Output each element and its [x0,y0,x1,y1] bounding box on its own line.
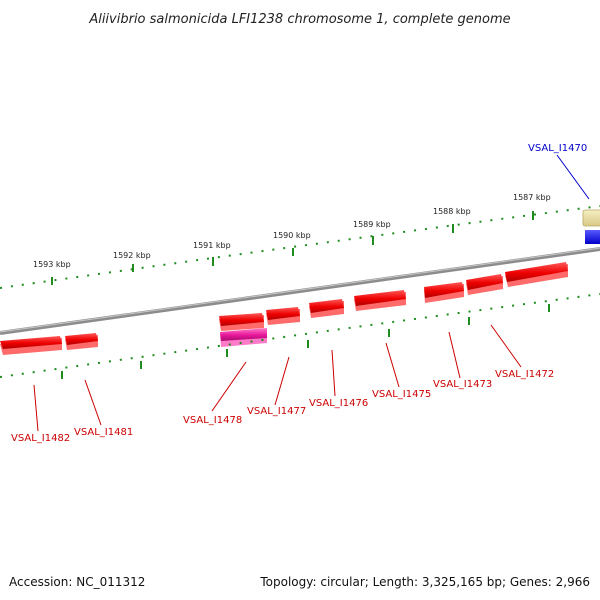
genome-backbone-highlight [0,247,600,333]
pointer-vsal-i1476 [331,349,336,397]
map-title: Aliivibrio salmonicida LFI1238 chromosom… [88,12,510,27]
tick-label-1590: 1590 kbp [273,231,311,240]
gene-vsal-i1479[interactable] [219,313,264,331]
pointer-vsal-i1470 [556,154,590,200]
outer-tick-ring: 1593 kbp 1592 kbp 1591 kbp 1590 kbp 1589… [0,193,600,289]
pointer-vsal-i1472 [490,324,522,368]
genome-backbone [0,247,600,335]
gene-pale-feature[interactable] [582,209,600,227]
label-vsal-i1472[interactable]: VSAL_I1472 [495,369,554,380]
accession-text: Accession: NC_011312 [9,575,145,589]
pointer-vsal-i1482 [33,384,39,432]
gene-vsal-i1478[interactable] [220,328,267,347]
genome-summary-text: Topology: circular; Length: 3,325,165 bp… [259,575,590,589]
reverse-strand-genes [0,262,568,355]
gene-vsal-i1475[interactable] [354,290,406,311]
label-vsal-i1475[interactable]: VSAL_I1475 [372,389,431,400]
gene-vsal-i1473[interactable] [466,274,503,295]
gene-vsal-i1477[interactable] [266,307,300,325]
label-vsal-i1482[interactable]: VSAL_I1482 [11,433,70,444]
gene-vsal-i1470[interactable] [585,230,600,244]
tick-label-1592: 1592 kbp [113,251,151,260]
pointer-vsal-i1477 [274,356,290,406]
tick-label-1591: 1591 kbp [193,241,231,250]
gene-labels: VSAL_I1482 VSAL_I1481 VSAL_I1478 VSAL_I1… [11,369,554,444]
tick-label-1587: 1587 kbp [513,193,551,202]
gene-vsal-i1472[interactable] [505,262,568,287]
gene-pointer-lines [33,324,522,432]
pointer-vsal-i1473 [448,331,461,379]
label-vsal-i1478[interactable]: VSAL_I1478 [183,415,242,426]
tick-label-1588: 1588 kbp [433,207,471,216]
label-vsal-i1473[interactable]: VSAL_I1473 [433,379,492,390]
gene-vsal-i1474[interactable] [424,282,464,303]
label-vsal-i1481[interactable]: VSAL_I1481 [74,427,133,438]
pointer-vsal-i1475 [385,342,400,388]
tick-label-1589: 1589 kbp [353,220,391,229]
pointer-vsal-i1478 [211,361,247,412]
tick-label-1593: 1593 kbp [33,260,71,269]
pointer-vsal-i1481 [84,379,102,426]
gene-vsal-i1481[interactable] [65,333,98,350]
label-vsal-i1476[interactable]: VSAL_I1476 [309,398,368,409]
label-vsal-i1470[interactable]: VSAL_I1470 [528,143,587,154]
gene-vsal-i1476[interactable] [309,299,344,318]
label-vsal-i1477[interactable]: VSAL_I1477 [247,406,306,417]
inner-tick-ring [0,293,600,379]
gene-vsal-i1482[interactable] [0,336,62,355]
